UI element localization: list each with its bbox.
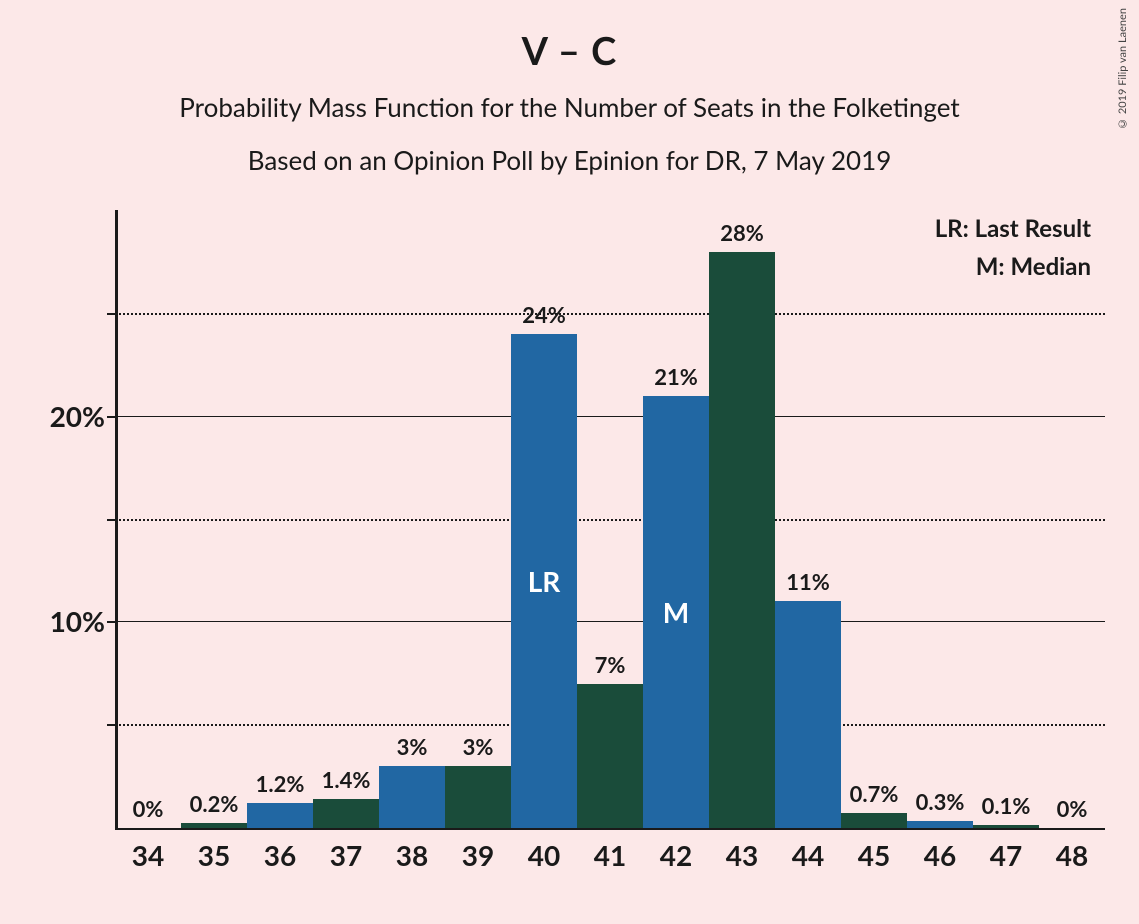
x-axis — [115, 828, 1105, 831]
bar-value-label: 24% — [511, 301, 577, 334]
y-tick — [107, 416, 115, 418]
y-axis — [115, 210, 118, 830]
bar-marker: M — [643, 595, 709, 629]
x-axis-label: 38 — [396, 838, 428, 872]
x-axis-label: 39 — [462, 838, 494, 872]
x-axis-label: 48 — [1056, 838, 1088, 872]
bar: 24%LR — [511, 334, 577, 828]
bar: 7% — [577, 684, 643, 828]
x-axis-label: 47 — [990, 838, 1022, 872]
bar: 1.2% — [247, 803, 313, 828]
y-tick — [107, 313, 115, 315]
bar: 11% — [775, 601, 841, 827]
x-axis-label: 45 — [858, 838, 890, 872]
bar-value-label: 0.1% — [973, 792, 1039, 825]
chart-subtitle-1: Probability Mass Function for the Number… — [0, 88, 1139, 127]
title-block: V – C Probability Mass Function for the … — [0, 0, 1139, 180]
bar: 0.7% — [841, 813, 907, 827]
bar-value-label: 21% — [643, 363, 709, 396]
x-axis-label: 43 — [726, 838, 758, 872]
x-axis-label: 37 — [330, 838, 362, 872]
bar-value-label: 1.4% — [313, 766, 379, 799]
y-axis-label: 20% — [50, 399, 105, 433]
copyright-text: © 2019 Filip van Laenen — [1116, 8, 1129, 130]
bar-value-label: 0.3% — [907, 788, 973, 821]
x-axis-label: 42 — [660, 838, 692, 872]
bar: 28% — [709, 252, 775, 828]
bar-value-label: 3% — [445, 733, 511, 766]
bar: 21%M — [643, 396, 709, 828]
bar-value-label: 0% — [115, 795, 181, 828]
x-axis-label: 44 — [792, 838, 824, 872]
bar-value-label: 7% — [577, 651, 643, 684]
bar-value-label: 0% — [1039, 795, 1105, 828]
bar-value-label: 0.7% — [841, 780, 907, 813]
bar-value-label: 28% — [709, 219, 775, 252]
bar-value-label: 0.2% — [181, 790, 247, 823]
x-axis-label: 46 — [924, 838, 956, 872]
x-axis-label: 36 — [264, 838, 296, 872]
x-axis-label: 41 — [594, 838, 626, 872]
bar: 1.4% — [313, 799, 379, 828]
bar: 3% — [445, 766, 511, 828]
chart-subtitle-2: Based on an Opinion Poll by Epinion for … — [0, 141, 1139, 180]
y-tick — [107, 724, 115, 726]
y-tick — [107, 621, 115, 623]
x-axis-label: 40 — [528, 838, 560, 872]
bar-value-label: 11% — [775, 568, 841, 601]
x-axis-label: 35 — [198, 838, 230, 872]
x-axis-label: 34 — [132, 838, 164, 872]
bar-marker: LR — [511, 564, 577, 598]
chart-area: LR: Last Result M: Median 10%20% 0%0.2%1… — [115, 210, 1105, 830]
bar-value-label: 1.2% — [247, 770, 313, 803]
chart-title: V – C — [0, 28, 1139, 74]
bars-container: 0%0.2%1.2%1.4%3%3%24%LR7%21%M28%11%0.7%0… — [115, 211, 1105, 828]
y-axis-label: 10% — [50, 604, 105, 638]
y-tick — [107, 519, 115, 521]
bar: 3% — [379, 766, 445, 828]
bar-value-label: 3% — [379, 733, 445, 766]
